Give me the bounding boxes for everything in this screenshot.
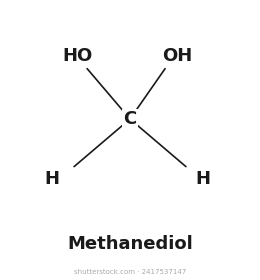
Text: Methanediol: Methanediol — [67, 235, 193, 253]
Text: HO: HO — [63, 47, 93, 65]
Text: OH: OH — [162, 47, 192, 65]
Text: C: C — [124, 110, 136, 128]
Text: H: H — [195, 170, 210, 188]
Text: shutterstock.com · 2417537147: shutterstock.com · 2417537147 — [74, 269, 186, 275]
Text: H: H — [44, 170, 60, 188]
